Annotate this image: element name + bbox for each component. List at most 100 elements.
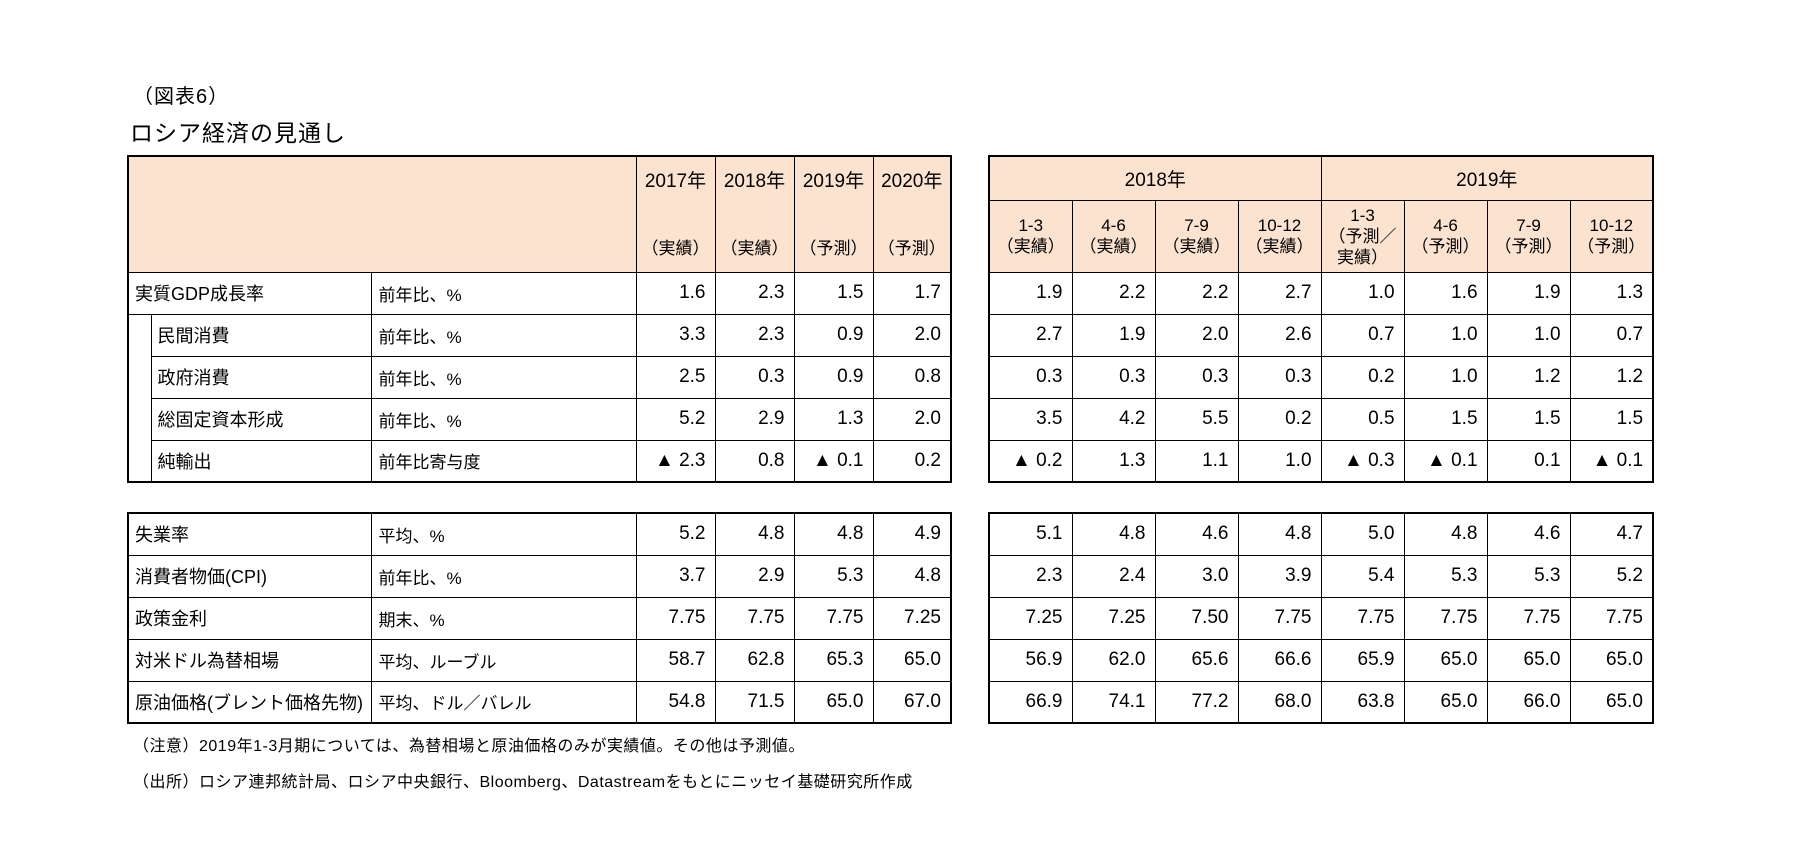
value-cell: 67.0 [872,680,952,724]
table-row: 純輸出 前年比寄与度 ▲ 2.3 0.8 ▲ 0.1 0.2 [128,439,952,483]
value-cell: 4.8 [1237,512,1322,556]
value-cell: 1.0 [1320,271,1405,315]
quarter-header: 4-6 （予測） [1403,199,1488,273]
row-unit: 前年比、% [370,397,637,441]
value-cell: 5.5 [1154,397,1239,441]
value-cell: 54.8 [635,680,716,724]
value-cell: 71.5 [714,680,795,724]
value-cell: 2.7 [988,313,1073,357]
quarter-header: 10-12 （実績） [1237,199,1322,273]
value-cell: 2.9 [714,554,795,598]
value-cell: 4.8 [872,554,952,598]
value-cell: 62.8 [714,638,795,682]
annual-header-row: 2017年 （実績） 2018年 （実績） 2019年 （予測） [127,155,952,273]
row-label: 政府消費 [150,355,372,399]
value-cell: 66.6 [1237,638,1322,682]
value-cell: 7.75 [1320,596,1405,640]
value-cell: 1.9 [1486,271,1571,315]
row-label: 総固定資本形成 [150,397,372,441]
row-unit: 前年比、% [370,313,637,357]
value-cell: 1.3 [793,397,874,441]
year-column-header: 2018年 （実績） [714,155,795,273]
value-cell: 65.0 [1569,680,1654,724]
value-cell: ▲ 0.1 [793,439,874,483]
year-status: （実績） [720,239,789,258]
value-cell: 63.8 [1320,680,1405,724]
note-caution: （注意）2019年1-3月期については、為替相場と原油価格のみが実績値。その他は… [133,738,805,755]
value-cell: 0.3 [1071,355,1156,399]
value-cell: 0.3 [714,355,795,399]
value-cell: 1.0 [1486,313,1571,357]
value-cell: 7.75 [793,596,874,640]
value-cell: 1.0 [1403,355,1488,399]
value-cell: 0.8 [872,355,952,399]
value-cell: 1.5 [1569,397,1654,441]
value-cell: 1.5 [793,271,874,315]
value-cell: 2.0 [1154,313,1239,357]
value-cell: 65.0 [1486,638,1571,682]
value-cell: ▲ 0.1 [1569,439,1654,483]
value-cell: ▲ 0.2 [988,439,1073,483]
value-cell: 1.5 [1403,397,1488,441]
indent-cell [127,313,152,483]
value-cell: 7.50 [1154,596,1239,640]
value-cell: 1.2 [1486,355,1571,399]
value-cell: 0.9 [793,355,874,399]
row-label: 原油価格(ブレント価格先物) [127,680,372,724]
value-cell: 65.6 [1154,638,1239,682]
value-cell: 58.7 [635,638,716,682]
value-cell: 5.4 [1320,554,1405,598]
row-unit: 平均、ルーブル [370,638,637,682]
year-group-header: 2018年 [988,155,1322,201]
value-cell: 65.0 [793,680,874,724]
value-cell: 7.75 [1569,596,1654,640]
value-cell: 1.6 [635,271,716,315]
row-unit: 前年比、% [370,271,637,315]
quarter-header: 1-3 （予測／ 実績） [1320,199,1405,273]
value-cell: 5.3 [793,554,874,598]
value-cell: 7.75 [1237,596,1322,640]
value-cell: 2.2 [1154,271,1239,315]
page-title: ロシア経済の見通し [130,120,346,146]
year-group-header: 2019年 [1320,155,1654,201]
value-cell: ▲ 0.1 [1403,439,1488,483]
table-row: 原油価格(ブレント価格先物) 平均、ドル／バレル 54.8 71.5 65.0 … [127,680,952,724]
annual-table-gdp: 2017年 （実績） 2018年 （実績） 2019年 （予測） [127,155,952,483]
year-label: 2018年 [723,171,786,192]
table-row: 消費者物価(CPI) 前年比、% 3.7 2.9 5.3 4.8 [127,554,952,598]
value-cell: 3.7 [635,554,716,598]
value-cell: 2.6 [1237,313,1322,357]
value-cell: 2.3 [714,313,795,357]
value-cell: 2.9 [714,397,795,441]
value-cell: 5.2 [635,397,716,441]
value-cell: 74.1 [1071,680,1156,724]
table-row: 1.9 2.2 2.2 2.7 1.0 1.6 1.9 1.3 [988,271,1654,315]
value-cell: 0.5 [1320,397,1405,441]
row-label: 実質GDP成長率 [127,271,372,315]
value-cell: 3.0 [1154,554,1239,598]
row-unit: 平均、% [370,512,637,556]
table-row: 0.3 0.3 0.3 0.3 0.2 1.0 1.2 1.2 [988,355,1654,399]
value-cell: 2.3 [714,271,795,315]
value-cell: 2.7 [1237,271,1322,315]
value-cell: 4.8 [793,512,874,556]
quarter-header: 4-6 （実績） [1071,199,1156,273]
row-label: 政策金利 [127,596,372,640]
value-cell: 7.75 [1403,596,1488,640]
value-cell: 0.9 [793,313,874,357]
year-label: 2020年 [881,171,943,192]
value-cell: 1.3 [1071,439,1156,483]
value-cell: 5.3 [1403,554,1488,598]
value-cell: 1.1 [1154,439,1239,483]
row-label: 対米ドル為替相場 [127,638,372,682]
value-cell: 2.2 [1071,271,1156,315]
value-cell: 4.8 [1403,512,1488,556]
value-cell: 65.0 [1403,680,1488,724]
value-cell: 4.9 [872,512,952,556]
table-row: 66.9 74.1 77.2 68.0 63.8 65.0 66.0 65.0 [988,680,1654,724]
row-unit: 前年比、% [370,554,637,598]
value-cell: 4.6 [1154,512,1239,556]
value-cell: 5.2 [635,512,716,556]
value-cell: 0.3 [988,355,1073,399]
